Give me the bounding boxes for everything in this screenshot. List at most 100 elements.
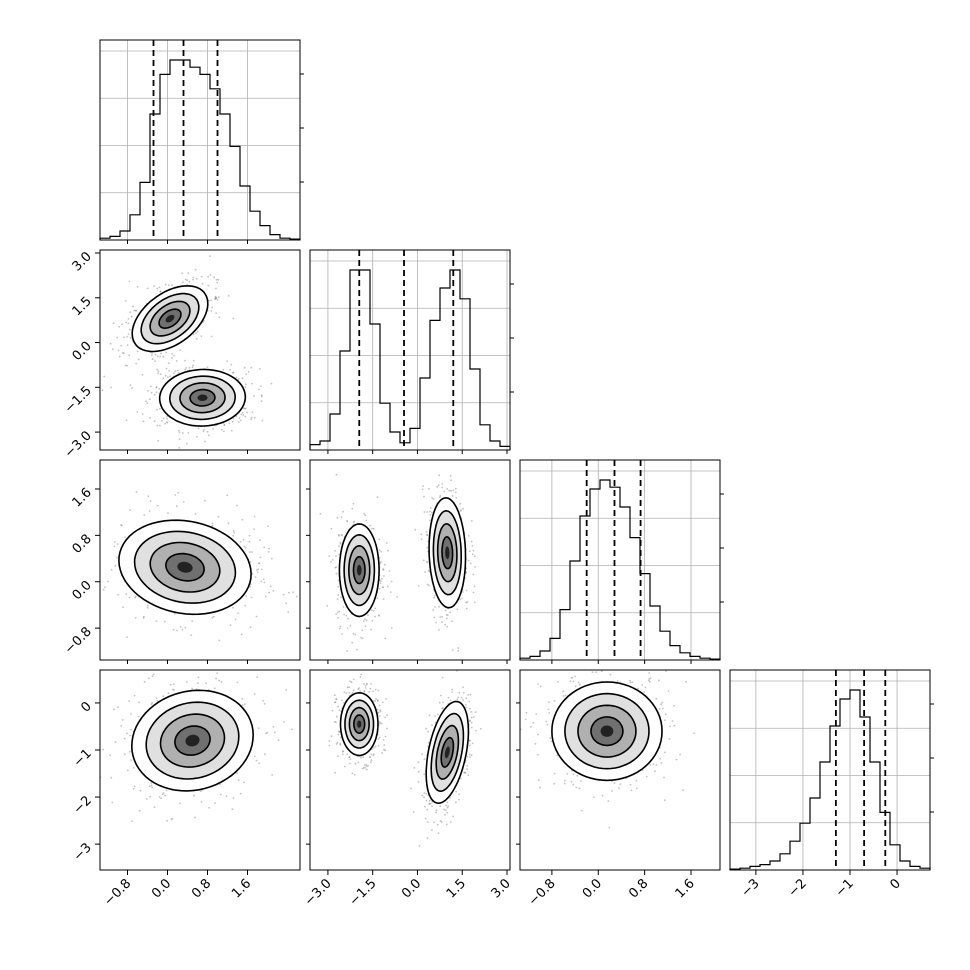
scatter-point: [429, 519, 431, 522]
scatter-point: [436, 485, 439, 488]
scatter-point: [53, 586, 55, 588]
scatter-point: [417, 585, 420, 587]
scatter-point: [377, 738, 380, 740]
scatter-point: [82, 566, 84, 568]
scatter-point: [181, 272, 183, 275]
scatter-point: [426, 546, 429, 549]
scatter-point: [205, 682, 208, 685]
scatter-point: [153, 393, 156, 396]
scatter-point: [128, 700, 131, 702]
scatter-point: [423, 511, 426, 513]
scatter-point: [206, 430, 209, 433]
scatter-point: [475, 729, 477, 732]
scatter-point: [261, 395, 263, 398]
scatter-point: [341, 633, 343, 635]
scatter-point: [337, 733, 340, 736]
scatter-point: [331, 559, 334, 561]
scatter-point: [114, 541, 116, 543]
scatter-point: [342, 606, 345, 608]
scatter-point: [237, 612, 239, 614]
scatter-point: [600, 670, 603, 673]
scatter-point: [227, 295, 230, 297]
scatter-point: [426, 583, 429, 586]
scatter-point: [571, 676, 574, 679]
scatter-point: [385, 698, 387, 700]
scatter-point: [445, 804, 448, 807]
scatter-point: [616, 680, 619, 682]
scatter-point: [365, 619, 368, 622]
scatter-point: [421, 794, 424, 797]
scatter-point: [360, 636, 363, 639]
scatter-point: [192, 333, 195, 336]
scatter-point: [221, 428, 223, 431]
scatter-point: [466, 765, 469, 767]
scatter-point: [164, 422, 166, 425]
scatter-point: [137, 358, 140, 361]
scatter-point: [243, 703, 246, 705]
scatter-point: [175, 505, 178, 508]
scatter-point: [663, 776, 665, 779]
scatter-point: [138, 701, 140, 704]
scatter-point: [337, 594, 340, 596]
scatter-point: [111, 348, 114, 351]
scatter-point: [338, 545, 340, 548]
scatter-point: [427, 821, 429, 823]
scatter-point: [426, 837, 429, 840]
scatter-point: [107, 580, 109, 583]
contour-0-3: [352, 556, 366, 585]
scatter-point: [374, 688, 377, 691]
scatter-point: [356, 648, 358, 651]
scatter-point: [230, 363, 233, 366]
scatter-point: [363, 512, 365, 515]
scatter-point: [204, 440, 206, 443]
scatter-point: [363, 683, 365, 685]
scatter-point: [469, 707, 471, 710]
scatter-point: [437, 832, 440, 835]
scatter-point: [643, 691, 646, 693]
scatter-point: [426, 808, 429, 811]
scatter-point: [340, 516, 343, 518]
scatter-point: [423, 792, 426, 794]
scatter-point: [175, 360, 178, 362]
scatter-point: [337, 616, 339, 619]
scatter-point: [335, 555, 337, 557]
scatter-point: [151, 702, 154, 704]
scatter-point: [173, 689, 175, 691]
scatter-point: [167, 376, 169, 378]
scatter-point: [162, 792, 165, 794]
contour-0-0: [338, 523, 380, 618]
scatter-point: [88, 576, 90, 578]
scatter-point: [241, 704, 244, 707]
scatter-point: [134, 596, 137, 599]
scatter-point: [174, 370, 177, 373]
scatter-point: [130, 728, 133, 731]
scatter-point: [382, 568, 385, 571]
scatter-point: [245, 383, 247, 386]
contour-0-3: [352, 714, 366, 735]
scatter-point: [335, 566, 338, 568]
scatter-point: [102, 748, 105, 751]
scatter-point: [244, 604, 247, 607]
scatter-point: [348, 686, 351, 689]
scatter-point: [249, 626, 252, 629]
scatter-point: [240, 633, 243, 636]
contour-1-1: [430, 712, 465, 793]
scatter-point: [268, 551, 270, 553]
scatter-point: [215, 297, 218, 299]
scatter-point: [660, 761, 663, 764]
scatter-point: [285, 602, 288, 605]
density-fill-1-4: [444, 746, 450, 759]
scatter-point: [352, 689, 355, 692]
scatter-point: [474, 711, 477, 713]
scatter-point: [236, 681, 239, 684]
scatter-point: [575, 786, 578, 789]
scatter-point: [165, 351, 168, 354]
scatter-point: [259, 556, 262, 559]
scatter-point: [269, 585, 272, 588]
scatter-point: [239, 419, 242, 422]
scatter-point: [470, 726, 473, 729]
density-fill-0-4: [357, 564, 362, 576]
scatter-point: [263, 546, 266, 549]
scatter-point: [371, 527, 373, 530]
